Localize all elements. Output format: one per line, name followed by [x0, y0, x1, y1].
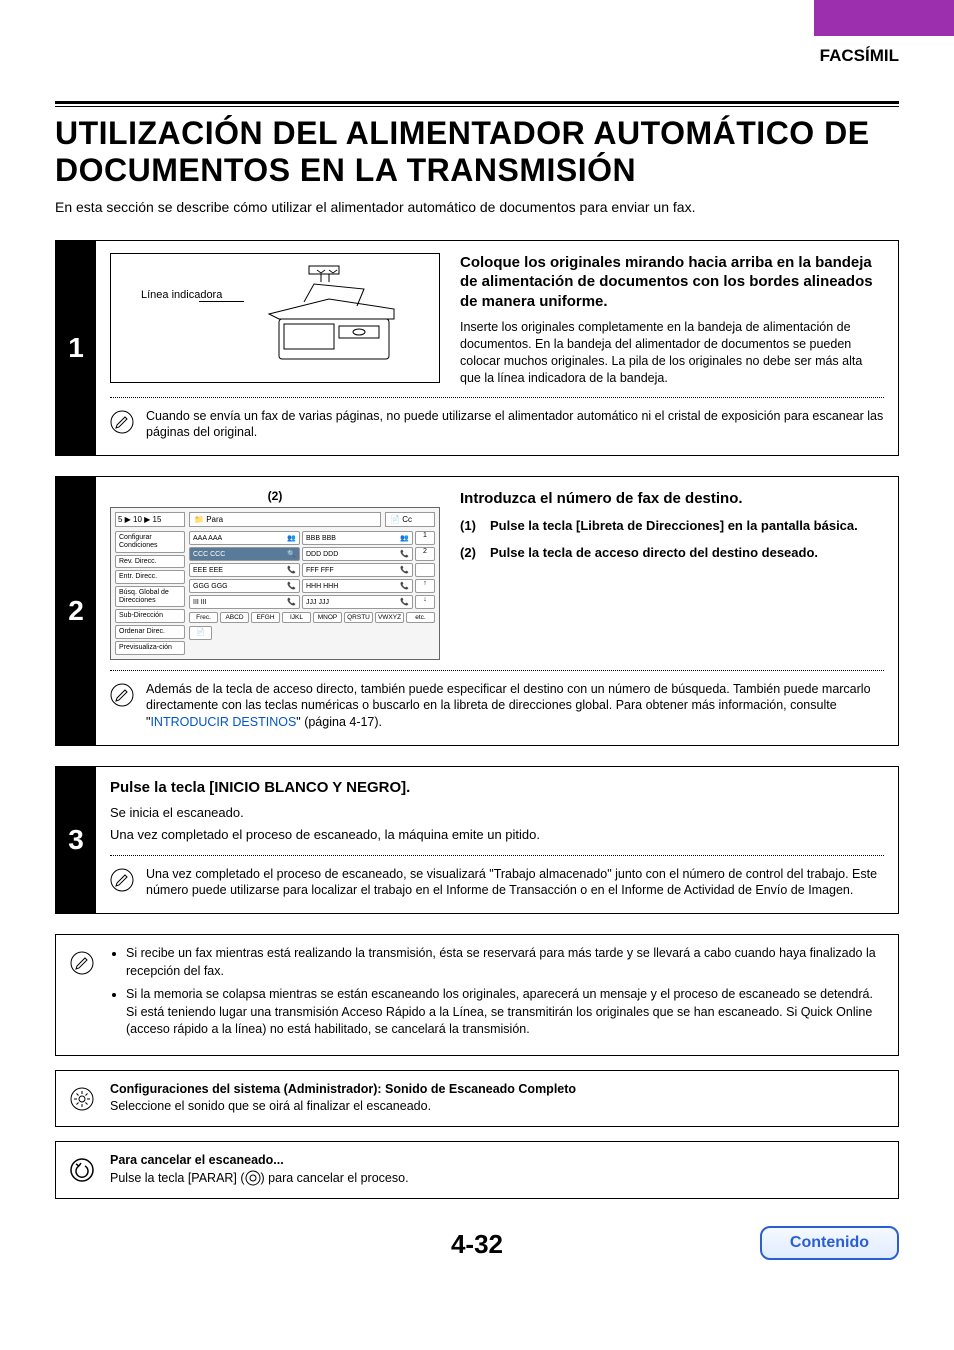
ss-entry: GGG GGG [189, 579, 300, 593]
accent-bar [814, 0, 954, 36]
cancel-title: Para cancelar el escaneado... [110, 1152, 409, 1170]
ss-button: Entr. Direcc. [115, 570, 185, 584]
ss-entry: BBB BBB [302, 531, 413, 545]
ss-entry: HHH HHH [302, 579, 413, 593]
page-title: UTILIZACIÓN DEL ALIMENTADOR AUTOMÁTICO D… [55, 115, 899, 189]
step3-heading: Pulse la tecla [INICIO BLANCO Y NEGRO]. [110, 779, 884, 796]
admin-settings: Configuraciones del sistema (Administrad… [55, 1070, 899, 1128]
ss-left-buttons: Configurar Condiciones Rev. Direcc. Entr… [115, 531, 185, 654]
admin-title: Configuraciones del sistema (Administrad… [110, 1081, 576, 1099]
cancel-body: Pulse la tecla [PARAR] () para cancelar … [110, 1170, 409, 1188]
printer-icon [249, 264, 409, 374]
link-introducir-destinos[interactable]: INTRODUCIR DESTINOS [150, 715, 296, 729]
ss-entry: EEE EEE [189, 563, 300, 577]
ss-button: Configurar Condiciones [115, 531, 185, 552]
ss-button: Ordenar Direc. [115, 625, 185, 639]
step1-heading: Coloque los originales mirando hacia arr… [460, 253, 884, 312]
ss-scroll-cell [415, 563, 435, 577]
info-notes: Si recibe un fax mientras está realizand… [55, 934, 899, 1056]
intro-text: En esta sección se describe cómo utiliza… [55, 199, 899, 215]
ss-scroll-cell: ↑ [415, 579, 435, 593]
cancel-info: Para cancelar el escaneado... Pulse la t… [55, 1141, 899, 1199]
contents-button[interactable]: Contenido [760, 1226, 899, 1260]
ss-entry: AAA AAA [189, 531, 300, 545]
pencil-note-icon [110, 868, 134, 892]
address-book-screenshot: 5 ▶ 10 ▶ 15 📁 Para 📄 Cc Configurar Condi… [110, 507, 440, 659]
gear-icon [70, 1087, 94, 1111]
step2-sub1: Pulse la tecla [Libreta de Direcciones] … [460, 517, 858, 535]
pencil-note-icon [70, 951, 94, 975]
ss-entry: DDD DDD [302, 547, 413, 561]
step3-note: Una vez completado el proceso de escanea… [146, 866, 884, 900]
ss-tab-range: 5 ▶ 10 ▶ 15 [115, 512, 185, 527]
ss-button: Previsualiza-ción [115, 641, 185, 655]
callout-label: (2) [110, 489, 440, 503]
ss-cc-field: 📄 Cc [385, 512, 435, 527]
ss-entry: CCC CCC [189, 547, 300, 561]
ss-alpha-row: Frec. ABCD EFGH IJKL MNOP QRSTU VWXYZ et… [189, 612, 435, 623]
indicator-line-label: Línea indicadora [141, 289, 222, 301]
ss-entry: III III [189, 595, 300, 609]
ss-entry: FFF FFF [302, 563, 413, 577]
ss-scroll-cell: 1 [415, 531, 435, 545]
step3-p1: Se inicia el escaneado. [110, 804, 884, 822]
step2-heading: Introduzca el número de fax de destino. [460, 489, 858, 509]
step-2: 2 (2) 5 ▶ 10 ▶ 15 📁 Para 📄 Cc Configurar… [55, 476, 899, 746]
step-3: 3 Pulse la tecla [INICIO BLANCO Y NEGRO]… [55, 766, 899, 914]
step-number: 2 [56, 477, 96, 745]
ss-button: Sub-Dirección [115, 609, 185, 623]
bullet-2: Si la memoria se colapsa mientras se est… [126, 986, 884, 1039]
ss-button: Búsq. Global de Direcciones [115, 586, 185, 607]
ss-entries-grid: AAA AAABBB BBB1 CCC CCCDDD DDD2 EEE EEEFFF… [189, 531, 435, 609]
stop-button-icon [245, 1170, 261, 1186]
section-label: FACSÍMIL [55, 36, 899, 101]
step1-body: Inserte los originales completamente en … [460, 319, 884, 387]
step3-p2: Una vez completado el proceso de escanea… [110, 826, 884, 844]
ss-button: Rev. Direcc. [115, 555, 185, 569]
pencil-note-icon [110, 410, 134, 434]
step1-note: Cuando se envía un fax de varias páginas… [146, 408, 884, 442]
step-number: 1 [56, 241, 96, 456]
ss-entry: JJJ JJJ [302, 595, 413, 609]
title-rule [55, 101, 899, 107]
admin-body: Seleccione el sonido que se oirá al fina… [110, 1098, 576, 1116]
step-1: 1 Línea indicadora [55, 240, 899, 457]
bullet-1: Si recibe un fax mientras está realizand… [126, 945, 884, 980]
feeder-illustration: Línea indicadora [110, 253, 440, 383]
back-arrow-icon [70, 1158, 94, 1182]
step2-note: Además de la tecla de acceso directo, ta… [146, 681, 884, 732]
ss-para-field: 📁 Para [189, 512, 381, 527]
step2-sub2: Pulse la tecla de acceso directo del des… [460, 544, 858, 562]
pencil-note-icon [110, 683, 134, 707]
ss-scroll-cell: 2 [415, 547, 435, 561]
ss-scroll-cell: ↓ [415, 595, 435, 609]
step-number: 3 [56, 767, 96, 913]
